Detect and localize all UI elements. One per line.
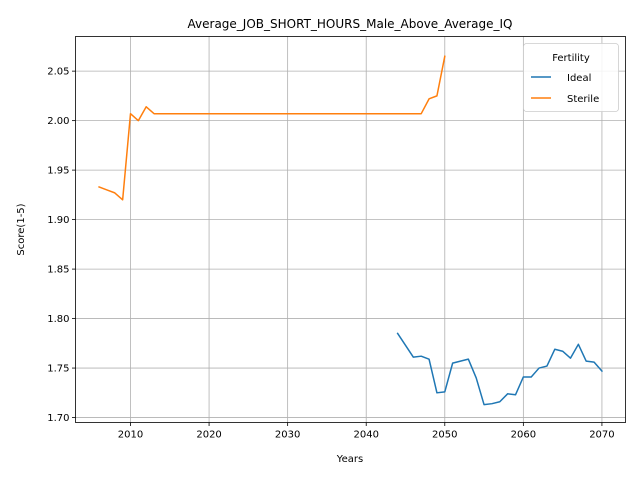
- y-tick-label: 2.05: [47, 67, 69, 78]
- chart-title: Average_JOB_SHORT_HOURS_Male_Above_Avera…: [188, 17, 513, 31]
- legend-box: [523, 43, 619, 112]
- x-tick-label: 2040: [353, 430, 378, 441]
- series-line-ideal: [396, 332, 603, 406]
- y-tick-label: 1.75: [47, 364, 69, 375]
- legend-title: Fertility: [552, 53, 590, 64]
- y-tick-label: 1.90: [47, 215, 69, 226]
- legend: Fertility Ideal Sterile: [523, 43, 619, 112]
- legend-label-sterile: Sterile: [567, 94, 599, 105]
- x-tick-label: 2010: [118, 430, 143, 441]
- legend-label-ideal: Ideal: [567, 73, 591, 84]
- y-tick-label: 1.70: [47, 413, 69, 424]
- y-tick-label: 2.00: [47, 116, 69, 127]
- series-lines: [98, 55, 603, 406]
- x-axis-label: Years: [336, 454, 363, 465]
- y-tick-label: 1.85: [47, 265, 69, 276]
- x-tick-label: 2050: [432, 430, 457, 441]
- y-axis-label: Score(1-5): [16, 203, 27, 255]
- y-tick-label: 1.80: [47, 314, 69, 325]
- x-tick-label: 2020: [196, 430, 221, 441]
- x-tick-label: 2070: [589, 430, 614, 441]
- plot-frame: [75, 36, 626, 423]
- x-tick-label: 2060: [511, 430, 536, 441]
- x-tick-label: 2030: [275, 430, 300, 441]
- x-axis-ticks: 2010 2020 2030 2040 2050 2060 2070: [118, 422, 615, 441]
- y-axis-ticks: 1.70 1.75 1.80 1.85 1.90 1.95 2.00 2.05: [47, 67, 76, 424]
- y-tick-label: 1.95: [47, 166, 69, 177]
- series-line-sterile: [98, 55, 446, 201]
